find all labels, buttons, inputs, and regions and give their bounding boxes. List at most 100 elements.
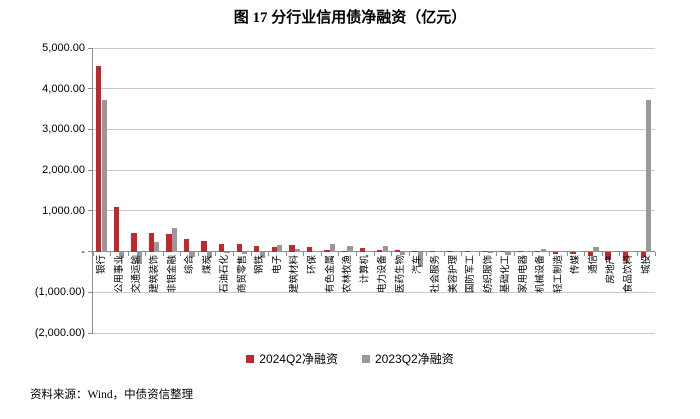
category-label-text: 交通运输 <box>131 254 143 293</box>
x-axis-tick <box>496 251 498 256</box>
bar-2024q2 <box>640 251 646 258</box>
category-label-text: 电子 <box>271 254 283 274</box>
bar-2024q2 <box>96 66 102 252</box>
bar-2023q2 <box>101 99 107 252</box>
bar-2023q2 <box>417 251 423 267</box>
bar-2024q2 <box>201 241 207 252</box>
category-label-text: 钢铁 <box>254 254 266 274</box>
x-axis-tick <box>654 251 656 256</box>
x-axis-tick <box>584 251 586 256</box>
x-axis-tick <box>461 251 463 256</box>
bar-2024q2 <box>359 248 365 252</box>
category-label-text: 社会服务 <box>429 254 441 293</box>
gridline <box>93 128 655 130</box>
legend-item-2023q2: 2023Q2净融资 <box>362 350 454 367</box>
category-label-text: 建筑材料 <box>289 254 301 293</box>
x-axis-tick <box>250 251 252 256</box>
category-label-text: 家用电器 <box>517 254 529 293</box>
bar-2023q2 <box>136 251 142 265</box>
bar-2023q2 <box>312 250 318 252</box>
bar-2024q2 <box>570 251 576 255</box>
bar-2024q2 <box>587 251 594 257</box>
y-axis-tick-label: (1,000.00) <box>34 286 85 299</box>
bar-2023q2 <box>610 250 617 252</box>
gridline <box>93 332 655 334</box>
legend-label: 2024Q2净融资 <box>259 352 338 366</box>
bar-2024q2 <box>341 250 348 252</box>
bar-2024q2 <box>517 250 523 252</box>
bar-2023q2 <box>364 250 371 252</box>
bar-2024q2 <box>394 250 400 252</box>
bar-2023q2 <box>224 251 230 254</box>
category-label-text: 食品饮料 <box>623 254 635 293</box>
x-axis-tick <box>408 251 410 256</box>
x-axis-tick <box>355 251 357 256</box>
category-label-text: 有色金属 <box>324 254 336 293</box>
category-label-text: 纺织服饰 <box>482 254 494 293</box>
y-axis-tick <box>88 47 93 49</box>
bar-2024q2 <box>500 250 506 252</box>
legend-swatch-gray <box>362 354 370 363</box>
category-label-text: 公用事业 <box>113 254 125 293</box>
plot-area: 银行 公用事业 交通运输 建筑装饰 非银金融 综合 煤炭 石油石化 商贸零售 钢铁 电子 建筑材料 环保… <box>88 47 656 334</box>
y-axis-tick <box>88 251 93 253</box>
bar-2024q2 <box>183 238 190 252</box>
bar-2024q2 <box>254 245 260 252</box>
bar-2024q2 <box>306 247 313 252</box>
category-label-text: 商贸零售 <box>236 254 248 293</box>
x-axis-tick <box>92 251 94 256</box>
legend-item-2024q2: 2024Q2净融资 <box>246 350 338 367</box>
category-label-text: 非银金融 <box>166 254 178 293</box>
category-label-text: 综合 <box>184 254 196 274</box>
x-axis-tick <box>162 251 164 256</box>
chart-title: 图 17 分行业信用债净融资（亿元） <box>233 10 467 26</box>
bar-2024q2 <box>447 251 453 253</box>
bar-2023q2 <box>206 251 213 259</box>
category-label-text: 农林牧渔 <box>342 254 354 293</box>
gridline <box>93 169 655 171</box>
x-axis-tick <box>145 251 147 256</box>
y-axis-tick <box>88 128 93 130</box>
category-label-text: 电力设备 <box>377 254 389 293</box>
bar-2024q2 <box>377 249 383 252</box>
category-label-text: 煤炭 <box>201 254 213 274</box>
bar-2024q2 <box>552 251 559 254</box>
y-axis-tick-label: 2,000.00 <box>42 164 85 177</box>
x-axis-tick <box>268 251 270 256</box>
x-axis-tick <box>391 251 393 256</box>
bar-2023q2 <box>119 251 125 259</box>
bar-2023q2 <box>329 243 336 252</box>
x-axis-tick <box>373 251 375 256</box>
bar-2023q2 <box>540 248 546 252</box>
y-axis-tick-label: - <box>81 245 85 258</box>
y-axis-tick <box>88 332 93 334</box>
category-label-text: 基础化工 <box>500 254 512 293</box>
gridline <box>93 291 655 293</box>
bar-2024q2 <box>113 206 119 252</box>
bar-2023q2 <box>294 249 300 252</box>
bar-2024q2 <box>605 251 611 261</box>
x-axis-tick <box>619 251 621 256</box>
x-axis-tick <box>443 251 445 256</box>
bar-2024q2 <box>148 233 155 252</box>
y-axis-tick <box>88 210 93 212</box>
bar-2023q2 <box>171 227 178 252</box>
bar-2024q2 <box>131 232 137 252</box>
y-axis-tick <box>88 291 93 293</box>
x-axis-tick <box>478 251 480 256</box>
bar-2024q2 <box>429 250 436 252</box>
bar-2024q2 <box>622 251 629 262</box>
bar-2024q2 <box>271 247 278 252</box>
x-axis-tick <box>303 251 305 256</box>
category-label-text: 计算机 <box>359 254 371 284</box>
x-axis-tick <box>549 251 551 256</box>
gridline <box>93 210 655 212</box>
bar-2023q2 <box>593 247 599 252</box>
category-label-text: 轻工制造 <box>552 254 564 293</box>
bar-2023q2 <box>645 99 652 252</box>
x-axis-tick <box>180 251 182 256</box>
y-axis-tick <box>88 88 93 90</box>
x-axis-tick <box>426 251 428 256</box>
bar-2024q2 <box>412 250 418 252</box>
